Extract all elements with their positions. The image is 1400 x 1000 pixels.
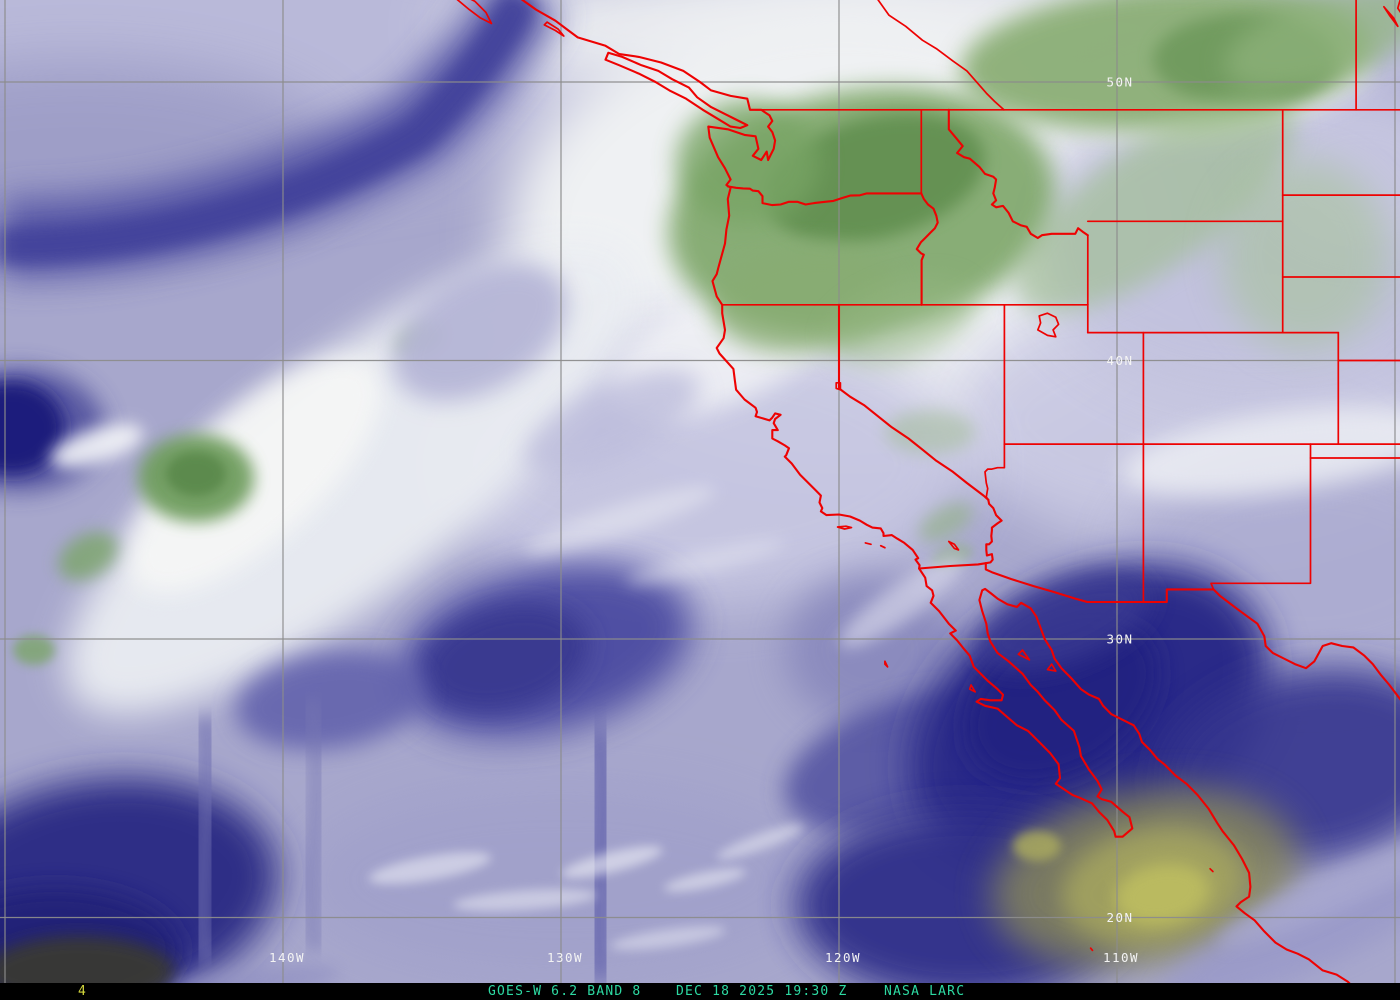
isla-guadalupe [884, 660, 889, 668]
political-boundaries [456, 0, 1400, 983]
id-mt-border [947, 108, 1089, 240]
timestamp-label: DEC 18 2025 19:30 Z [676, 984, 848, 999]
pacific-coastline [520, 0, 1351, 983]
wa-or-border [726, 185, 923, 207]
isla-tiburon [1046, 663, 1057, 672]
manitoba-lakes [1396, 0, 1400, 14]
nv-az-border [984, 443, 1006, 501]
caption-bar: 4 GOES-W 6.2 BAND 8 DEC 18 2025 19:30 Z … [0, 983, 1400, 1000]
latitude-label: 20N [1106, 910, 1133, 925]
longitude-label: 110W [1103, 950, 1139, 965]
channel-islands [864, 542, 872, 546]
great-salt-lake [1036, 312, 1060, 338]
us-mexico-border [918, 562, 1400, 701]
manitoba-lakes [1383, 5, 1399, 28]
longitude-label: 130W [547, 950, 583, 965]
credit-label: NASA LARC [884, 984, 966, 999]
latitude-label: 50N [1106, 75, 1133, 90]
vancouver-island [604, 51, 749, 130]
latitude-label: 40N [1106, 353, 1133, 368]
latitude-label: 30N [1106, 632, 1133, 647]
bc-alberta-border [877, 0, 1005, 111]
grid-coordinate-labels: 140W 130W 120W 110W 50N 40N 30N 20N [269, 75, 1139, 966]
frame-number: 4 [78, 984, 88, 999]
isla-angel-guarda [1017, 649, 1031, 661]
bc-islands [456, 0, 493, 25]
channel-islands [836, 525, 853, 530]
bc-islands [543, 21, 565, 37]
islas-marias [1209, 867, 1214, 873]
longitude-label: 140W [269, 950, 305, 965]
isla-socorro [1089, 947, 1094, 952]
channel-islands [879, 544, 886, 549]
isla-cedros [968, 684, 977, 693]
longitude-label: 120W [825, 950, 861, 965]
ca-az-border [984, 498, 1003, 565]
product-label: GOES-W 6.2 BAND 8 [488, 984, 642, 999]
salton-sea [947, 540, 960, 551]
nm-tx-border [1210, 443, 1312, 591]
ca-nv-border [837, 303, 990, 501]
lake-tahoe [835, 381, 842, 391]
or-id-border [915, 192, 939, 306]
